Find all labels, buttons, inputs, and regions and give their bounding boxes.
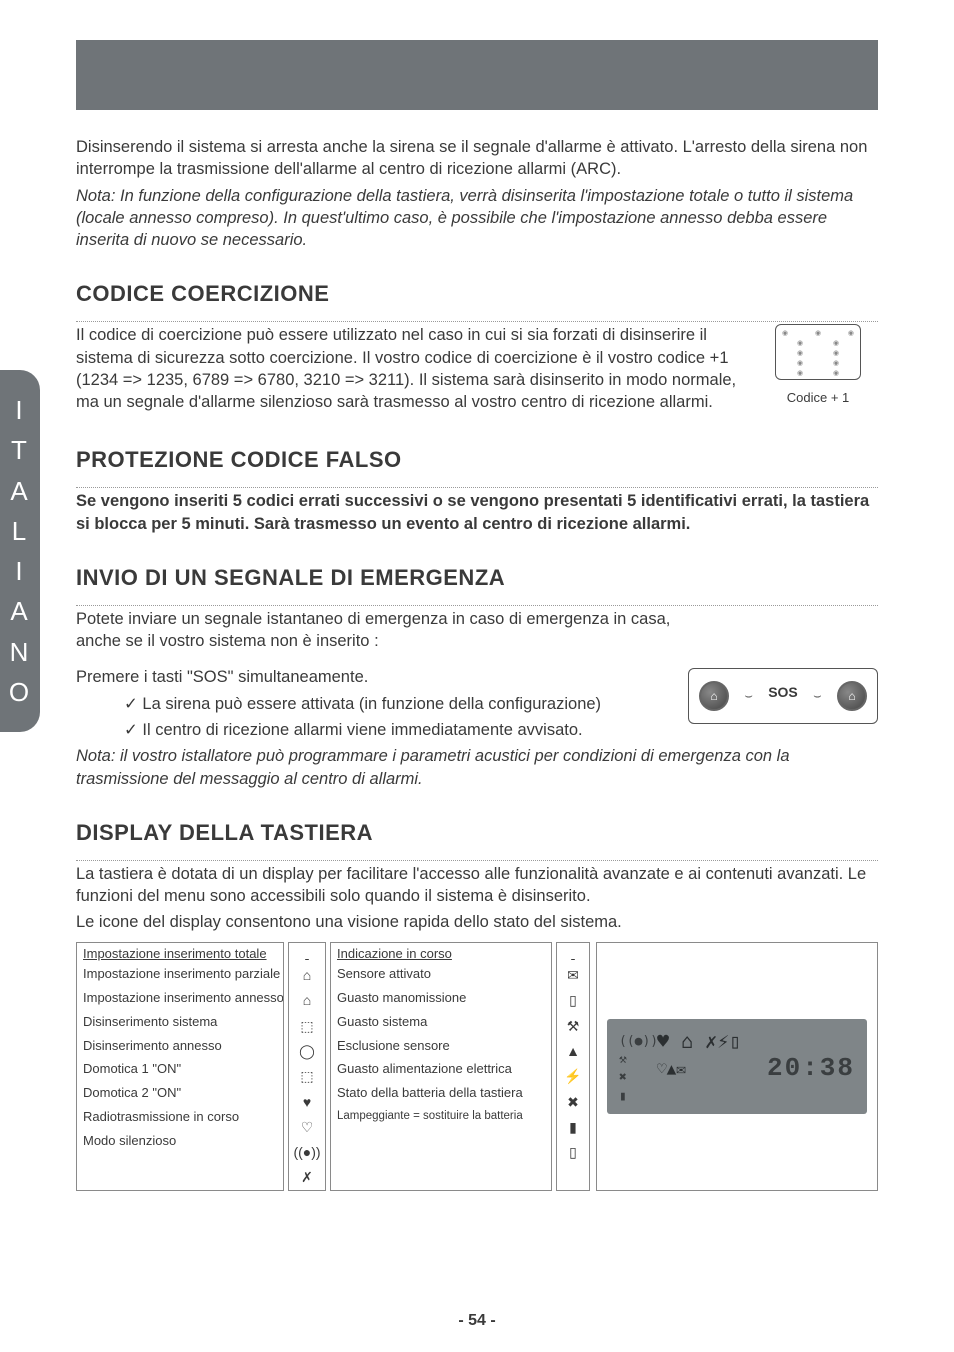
legend-icon: ▯	[557, 1140, 589, 1165]
legend-icon: ⚒	[557, 1013, 589, 1038]
legend-icon: ⌂	[289, 988, 325, 1013]
legend-label: Impostazione inserimento annesso	[77, 986, 283, 1010]
legend-icon: ⬚	[289, 1064, 325, 1089]
protezione-body: Se vengono inseriti 5 codici errati succ…	[76, 487, 878, 535]
legend-label: Radiotrasmissione in corso	[77, 1106, 283, 1130]
emergenza-p2: Premere i tasti "SOS" simultaneamente.	[76, 666, 672, 688]
section-title-emergenza: INVIO DI UN SEGNALE DI EMERGENZA	[76, 565, 878, 591]
legend-label: Sensore attivato	[331, 963, 551, 987]
legend-label: Domotica 2 "ON"	[77, 1082, 283, 1106]
section-title-coercizione: CODICE COERCIZIONE	[76, 281, 878, 307]
legend-icon: ✉	[557, 963, 589, 988]
legend-label: Guasto sistema	[331, 1010, 551, 1034]
legend-icon: ♥	[289, 1089, 325, 1114]
sos-label: SOS	[768, 684, 798, 700]
lcd-side-icons: ((●)) ⚒ ✖ ▮	[619, 1033, 647, 1106]
legend-label: Impostazione inserimento parziale	[77, 963, 283, 987]
page-number: - 54 -	[0, 1312, 954, 1330]
legend-col2-labels: Indicazione in corso Sensore attivato Gu…	[330, 942, 552, 1192]
sos-button-left-icon: ⌂	[699, 681, 729, 711]
section-title-display: DISPLAY DELLA TASTIERA	[76, 820, 878, 846]
icon-legend-table: Impostazione inserimento totale Impostaz…	[76, 942, 590, 1192]
emergenza-b2: Il centro di ricezione allarmi viene imm…	[124, 719, 672, 741]
legend-label: Modo silenzioso	[77, 1129, 283, 1153]
display-p1: La tastiera è dotata di un display per f…	[76, 863, 878, 908]
legend-icon: ◯	[289, 1038, 325, 1063]
lcd-icon: ⚒	[619, 1051, 647, 1069]
section-title-protezione: PROTEZIONE CODICE FALSO	[76, 447, 878, 473]
display-icons-block: Impostazione inserimento totale Impostaz…	[76, 942, 878, 1192]
legend-icon: ✖	[557, 1089, 589, 1114]
legend-label: Lampeggiante = sostituire la batteria	[331, 1106, 551, 1128]
legend-label: Disinserimento sistema	[77, 1010, 283, 1034]
emergenza-note: Nota: il vostro istallatore può programm…	[76, 745, 878, 790]
legend-icon: ▲	[557, 1038, 589, 1063]
legend-icon: ⬚	[289, 1013, 325, 1038]
page: Disinserendo il sistema si arresta anche…	[0, 0, 954, 1221]
display-p2: Le icone del display consentono una visi…	[76, 911, 878, 933]
coercizione-body: Il codice di coercizione può essere util…	[76, 324, 742, 413]
legend-col2-header: Indicazione in corso	[331, 943, 551, 963]
emergenza-b1: La sirena può essere attivata (in funzio…	[124, 693, 672, 715]
legend-icon: ♡	[289, 1114, 325, 1139]
legend-col2-icons: ✉ ▯ ⚒ ▲ ⚡ ✖ ▮ ▯	[556, 942, 590, 1192]
sos-arc-icon: ⌣	[813, 688, 822, 704]
lcd-icon: ▮	[619, 1088, 647, 1106]
intro-note: Nota: In funzione della configurazione d…	[76, 185, 878, 252]
coercizione-block: Il codice di coercizione può essere util…	[76, 321, 878, 417]
lcd-row2-icons: ♡▲✉	[657, 1059, 686, 1078]
legend-label: Guasto alimentazione elettrica	[331, 1058, 551, 1082]
legend-col1-header: Impostazione inserimento totale	[77, 943, 283, 963]
keypad-figure: ◉◉◉ ◉◉ ◉◉ ◉◉ ◉◉ Codice + 1	[758, 324, 878, 405]
emergenza-block: Potete inviare un segnale istantaneo di …	[76, 605, 878, 745]
legend-label	[77, 1153, 283, 1158]
legend-col1-icons: ⌂ ⌂ ⬚ ◯ ⬚ ♥ ♡ ((●)) ✗	[288, 942, 326, 1192]
intro-p1: Disinserendo il sistema si arresta anche…	[76, 136, 878, 181]
lcd-time: 20:38	[767, 1053, 855, 1083]
lcd-preview: ((●)) ⚒ ✖ ▮ ♥ ⌂ ✗⚡▯ ♡▲✉ 20:38	[596, 942, 878, 1192]
legend-col1-labels: Impostazione inserimento totale Impostaz…	[76, 942, 284, 1192]
legend-icon: ⚡	[557, 1064, 589, 1089]
display-intro: La tastiera è dotata di un display per f…	[76, 860, 878, 934]
sos-arc-icon: ⌣	[744, 688, 753, 704]
legend-label: Guasto manomissione	[331, 986, 551, 1010]
legend-label	[331, 1127, 551, 1132]
keypad-icon: ◉◉◉ ◉◉ ◉◉ ◉◉ ◉◉	[775, 324, 861, 380]
lcd-icon: ((●))	[619, 1033, 647, 1051]
legend-icon: ⌂	[289, 963, 325, 988]
keypad-caption: Codice + 1	[758, 390, 878, 405]
legend-icon: ▯	[557, 988, 589, 1013]
legend-label: Esclusione sensore	[331, 1034, 551, 1058]
legend-label: Domotica 1 "ON"	[77, 1058, 283, 1082]
legend-label: Stato della batteria della tastiera	[331, 1082, 551, 1106]
legend-icon: ▮	[557, 1114, 589, 1139]
sos-figure: ⌂ ⌣ SOS ⌣ ⌂	[688, 668, 878, 724]
header-band	[76, 40, 878, 110]
emergenza-p1: Potete inviare un segnale istantaneo di …	[76, 608, 672, 653]
lcd-icon: ✖	[619, 1069, 647, 1087]
sos-button-right-icon: ⌂	[837, 681, 867, 711]
lcd-top-icons: ♥ ⌂ ✗⚡▯	[657, 1029, 741, 1053]
legend-label: Disinserimento annesso	[77, 1034, 283, 1058]
legend-icon: ✗	[289, 1165, 325, 1190]
legend-icon: ((●))	[289, 1140, 325, 1165]
